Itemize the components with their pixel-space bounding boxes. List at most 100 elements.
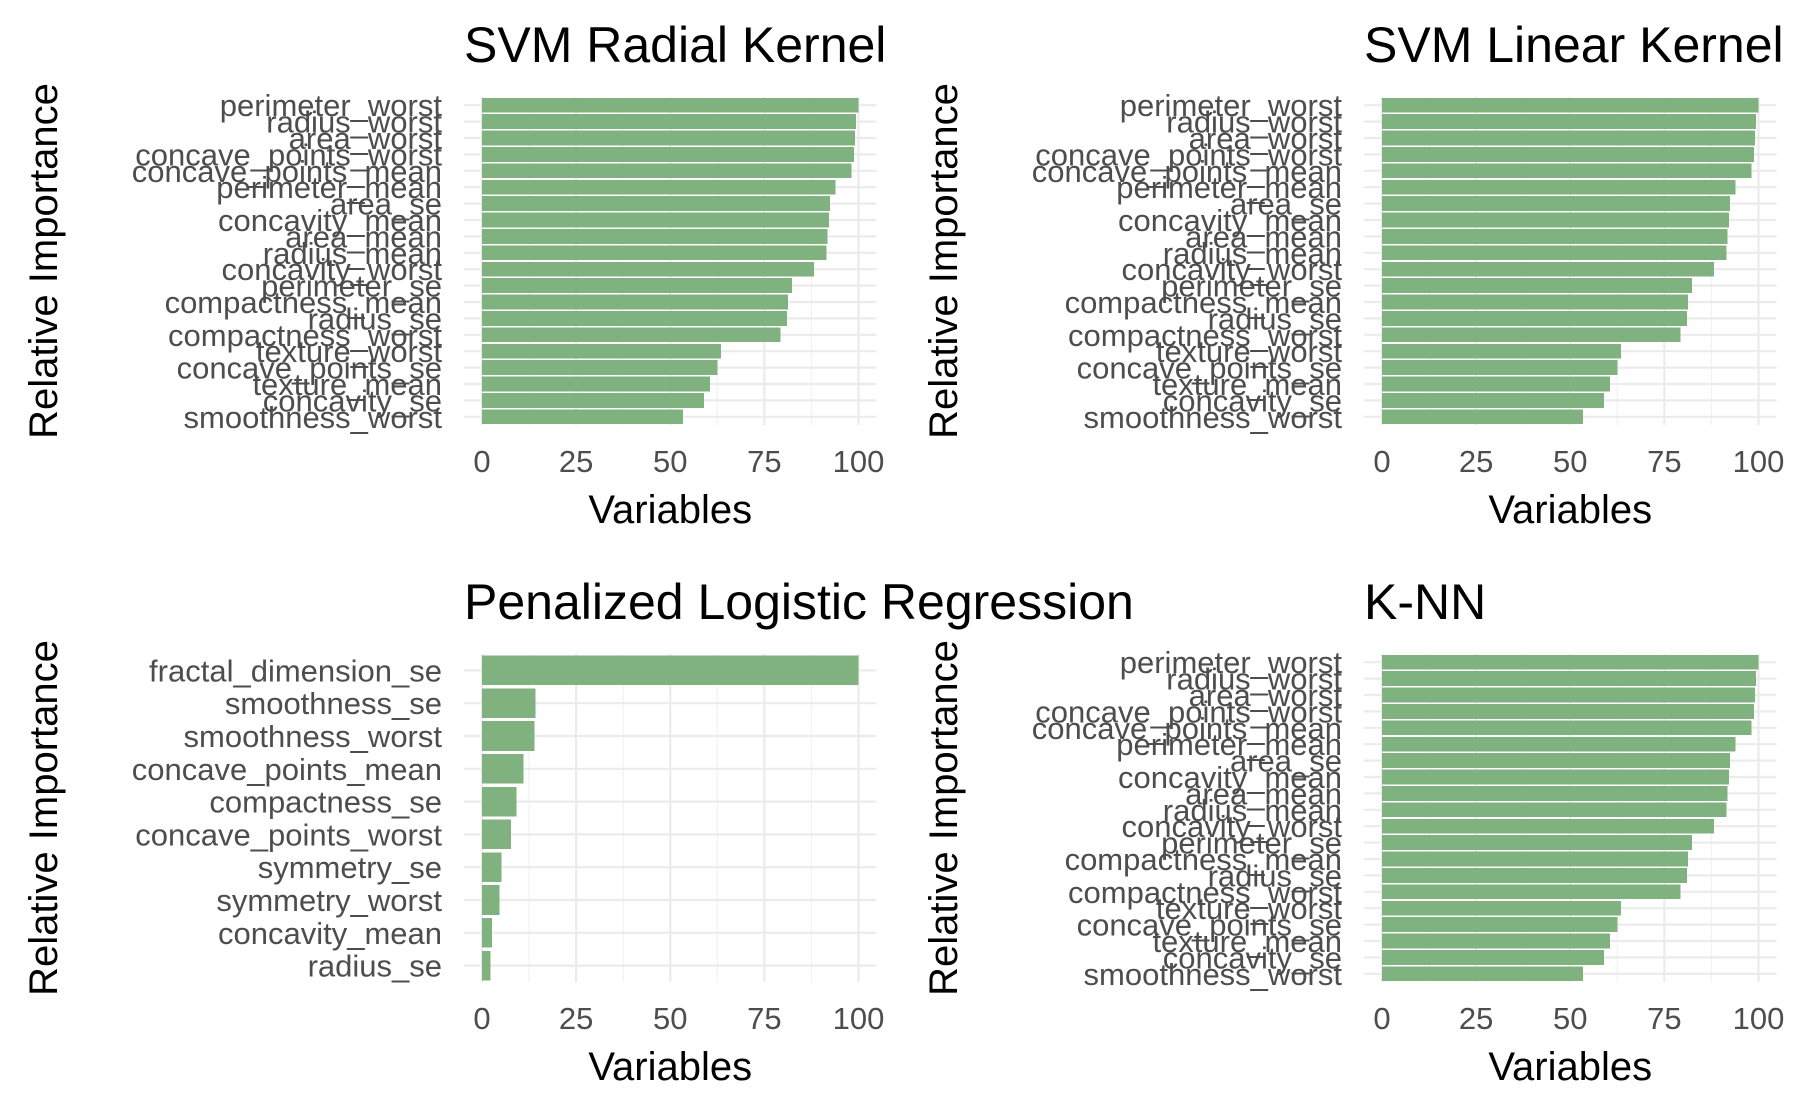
y-tick-label: concavity_mean (1118, 203, 1342, 238)
chart-title: Penalized Logistic Regression (464, 574, 1134, 630)
x-tick-label: 0 (1373, 1001, 1390, 1036)
bar-texture-mean (1382, 376, 1611, 392)
x-tick-label: 50 (653, 444, 687, 479)
bar-texture-worst (482, 343, 722, 359)
bar-concavity-worst (1382, 818, 1715, 834)
y-tick-label: radius_se (308, 949, 442, 984)
bar-compactness-se (482, 786, 517, 817)
y-tick-label: radius_se (1208, 858, 1342, 893)
x-axis-title: Variables (1488, 1045, 1652, 1089)
bar-radius-mean (1382, 245, 1727, 261)
bar-smoothness-worst (1382, 409, 1584, 425)
x-tick-label: 75 (1647, 444, 1681, 479)
y-tick-label: concavity_worst (1121, 809, 1342, 844)
bar-radius-se (482, 311, 787, 326)
chart-title: SVM Linear Kernel (1364, 17, 1784, 73)
bar-area-worst (1382, 130, 1756, 146)
y-tick-label: concave_points_worst (1035, 694, 1342, 729)
bar-concave-points-worst (482, 147, 854, 162)
bar-perimeter-se (1382, 835, 1692, 850)
y-tick-label: area_mean (1185, 219, 1342, 254)
y-tick-label: concave_points_mean (132, 154, 442, 189)
y-tick-label: area_se (1230, 187, 1342, 222)
bar-perimeter-se (482, 278, 792, 293)
y-tick-label: compactness_worst (168, 318, 442, 353)
bar-compactness-worst (1382, 327, 1681, 343)
bar-radius-worst (1382, 671, 1756, 686)
chart-panel-3: fractal_dimension_sesmoothness_sesmoothn… (22, 574, 1134, 1089)
chart-panel-2: perimeter_worstradius_worstarea_worstcon… (922, 17, 1784, 532)
y-tick-label: concavity_mean (1118, 760, 1342, 795)
chart-title: K-NN (1364, 574, 1486, 630)
y-tick-label: perimeter_mean (1116, 170, 1342, 205)
bar-symmetry-se (482, 852, 502, 882)
y-tick-label: radius_mean (1163, 793, 1342, 828)
y-tick-label: smoothness_worst (1084, 400, 1343, 435)
bar-concavity-se (1382, 950, 1605, 965)
y-tick-label: smoothness_worst (1084, 957, 1343, 992)
y-tick-label: concave_points_se (177, 351, 442, 386)
bar-radius-mean (482, 245, 827, 261)
y-tick-label: compactness_worst (1068, 318, 1342, 353)
bar-compactness-mean (482, 294, 789, 310)
bar-smoothness-worst (482, 721, 535, 751)
y-tick-label: radius_worst (1166, 662, 1342, 697)
y-tick-label: area_worst (1189, 678, 1343, 713)
y-tick-label: texture_mean (252, 367, 442, 402)
y-tick-label: compactness_mean (1065, 842, 1342, 877)
bar-concave-points-worst (482, 819, 511, 850)
y-tick-label: radius_worst (1166, 105, 1342, 140)
x-tick-label: 50 (1553, 444, 1587, 479)
x-tick-label: 50 (653, 1001, 687, 1036)
x-tick-label: 75 (747, 1001, 781, 1036)
y-tick-label: area_se (1230, 744, 1342, 779)
y-tick-label: radius_mean (263, 236, 442, 271)
bar-texture-worst (1382, 343, 1622, 359)
bar-perimeter-mean (1382, 736, 1736, 752)
chart-panel-4: perimeter_worstradius_worstarea_worstcon… (922, 574, 1784, 1089)
bar-concave-points-mean (1382, 720, 1752, 736)
bar-concavity-mean (482, 918, 493, 948)
y-tick-label: radius_se (308, 301, 442, 336)
bar-symmetry-worst (482, 885, 500, 915)
x-tick-label: 0 (473, 1001, 490, 1036)
bar-concavity-se (1382, 393, 1605, 408)
bar-radius-se (1382, 868, 1687, 883)
bar-radius-se (482, 950, 491, 981)
bar-concave-points-mean (1382, 163, 1752, 179)
x-axis-title: Variables (588, 1045, 752, 1089)
y-tick-label: perimeter_mean (216, 170, 442, 205)
y-tick-label: concavity_mean (218, 203, 442, 238)
bar-perimeter-mean (1382, 179, 1736, 195)
bar-smoothness-se (482, 688, 536, 718)
bar-concavity-se (482, 393, 705, 408)
y-tick-label: area_mean (285, 219, 442, 254)
y-tick-label: radius_worst (266, 105, 442, 140)
y-tick-label: concave_points_mean (1032, 711, 1342, 746)
bar-area-se (482, 196, 830, 211)
y-tick-label: concave_points_worst (135, 817, 442, 852)
y-tick-label: texture_mean (1152, 367, 1342, 402)
y-tick-label: concave_points_worst (135, 137, 442, 172)
y-tick-label: perimeter_se (1161, 269, 1342, 304)
bar-area-worst (1382, 687, 1756, 703)
bar-compactness-mean (1382, 851, 1689, 867)
bar-concave-points-worst (1382, 147, 1754, 162)
y-tick-label: perimeter_se (1161, 826, 1342, 861)
y-tick-label: symmetry_worst (216, 883, 442, 918)
bar-perimeter-worst (1382, 97, 1759, 113)
x-tick-label: 25 (559, 1001, 593, 1036)
y-tick-label: area_mean (1185, 776, 1342, 811)
y-axis-title: Relative Importance (22, 83, 66, 439)
y-axis-title: Relative Importance (922, 640, 966, 996)
bar-perimeter-mean (482, 179, 836, 195)
bar-radius-se (1382, 311, 1687, 326)
y-tick-label: fractal_dimension_se (149, 653, 442, 688)
bar-compactness-worst (482, 327, 781, 343)
y-tick-label: compactness_worst (1068, 875, 1342, 910)
x-axis-title: Variables (1488, 488, 1652, 532)
bar-perimeter-se (1382, 278, 1692, 293)
y-tick-label: compactness_mean (1065, 285, 1342, 320)
bar-concave-points-worst (1382, 704, 1754, 719)
